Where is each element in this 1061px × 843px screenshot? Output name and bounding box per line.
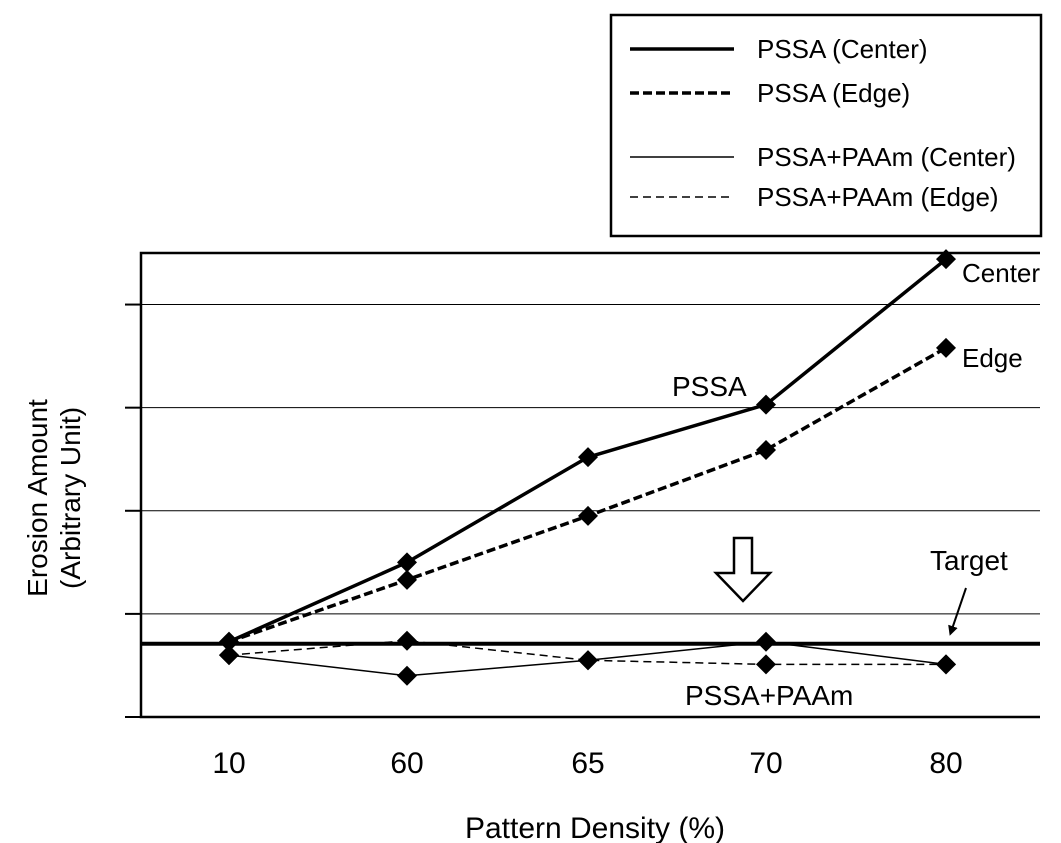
annotation-pssa-paam: PSSA+PAAm (685, 680, 853, 711)
data-point-s1-1 (397, 570, 417, 590)
y-axis-label: Erosion Amount (22, 399, 53, 597)
annotation-edge: Edge (962, 343, 1023, 373)
data-point-s2-1 (397, 666, 417, 686)
series-lines (229, 259, 946, 676)
x-axis-label: Pattern Density (%) (465, 812, 725, 843)
data-point-s3-1 (397, 631, 417, 651)
annotation-pssa: PSSA (672, 371, 747, 402)
x-tick-label-1: 60 (390, 747, 423, 780)
target-pointer-arrow (951, 588, 966, 632)
data-point-s1-4 (936, 338, 956, 358)
data-point-s3-3 (756, 654, 776, 674)
down-arrow-icon (716, 538, 770, 601)
y-axis-ticks (125, 305, 141, 717)
data-point-s0-2 (578, 447, 598, 467)
x-tick-label-4: 80 (929, 747, 962, 780)
data-point-s3-0 (219, 645, 239, 665)
data-point-s3-4 (936, 654, 956, 674)
data-point-s1-3 (756, 440, 776, 460)
data-point-s3-2 (578, 650, 598, 670)
legend-label-paam-edge: PSSA+PAAm (Edge) (757, 182, 999, 212)
legend-label-pssa-edge: PSSA (Edge) (757, 78, 910, 108)
plot-frame (141, 253, 1040, 717)
legend-label-pssa-center: PSSA (Center) (757, 34, 928, 64)
annotation-center: Center (962, 258, 1040, 288)
data-point-s1-2 (578, 506, 598, 526)
data-markers (219, 249, 956, 686)
legend-label-paam-center: PSSA+PAAm (Center) (757, 142, 1016, 172)
x-tick-label-0: 10 (212, 747, 245, 780)
data-point-s2-3 (756, 632, 776, 652)
legend: PSSA (Center) PSSA (Edge) PSSA+PAAm (Cen… (611, 15, 1041, 236)
data-point-s0-1 (397, 552, 417, 572)
y-axis-label-unit: (Arbitrary Unit) (55, 407, 86, 589)
x-axis-tick-labels: 10 60 65 70 80 (212, 747, 962, 780)
annotation-target: Target (930, 545, 1008, 576)
series-line-1 (229, 348, 946, 642)
x-tick-label-2: 65 (571, 747, 604, 780)
x-tick-label-3: 70 (749, 747, 782, 780)
